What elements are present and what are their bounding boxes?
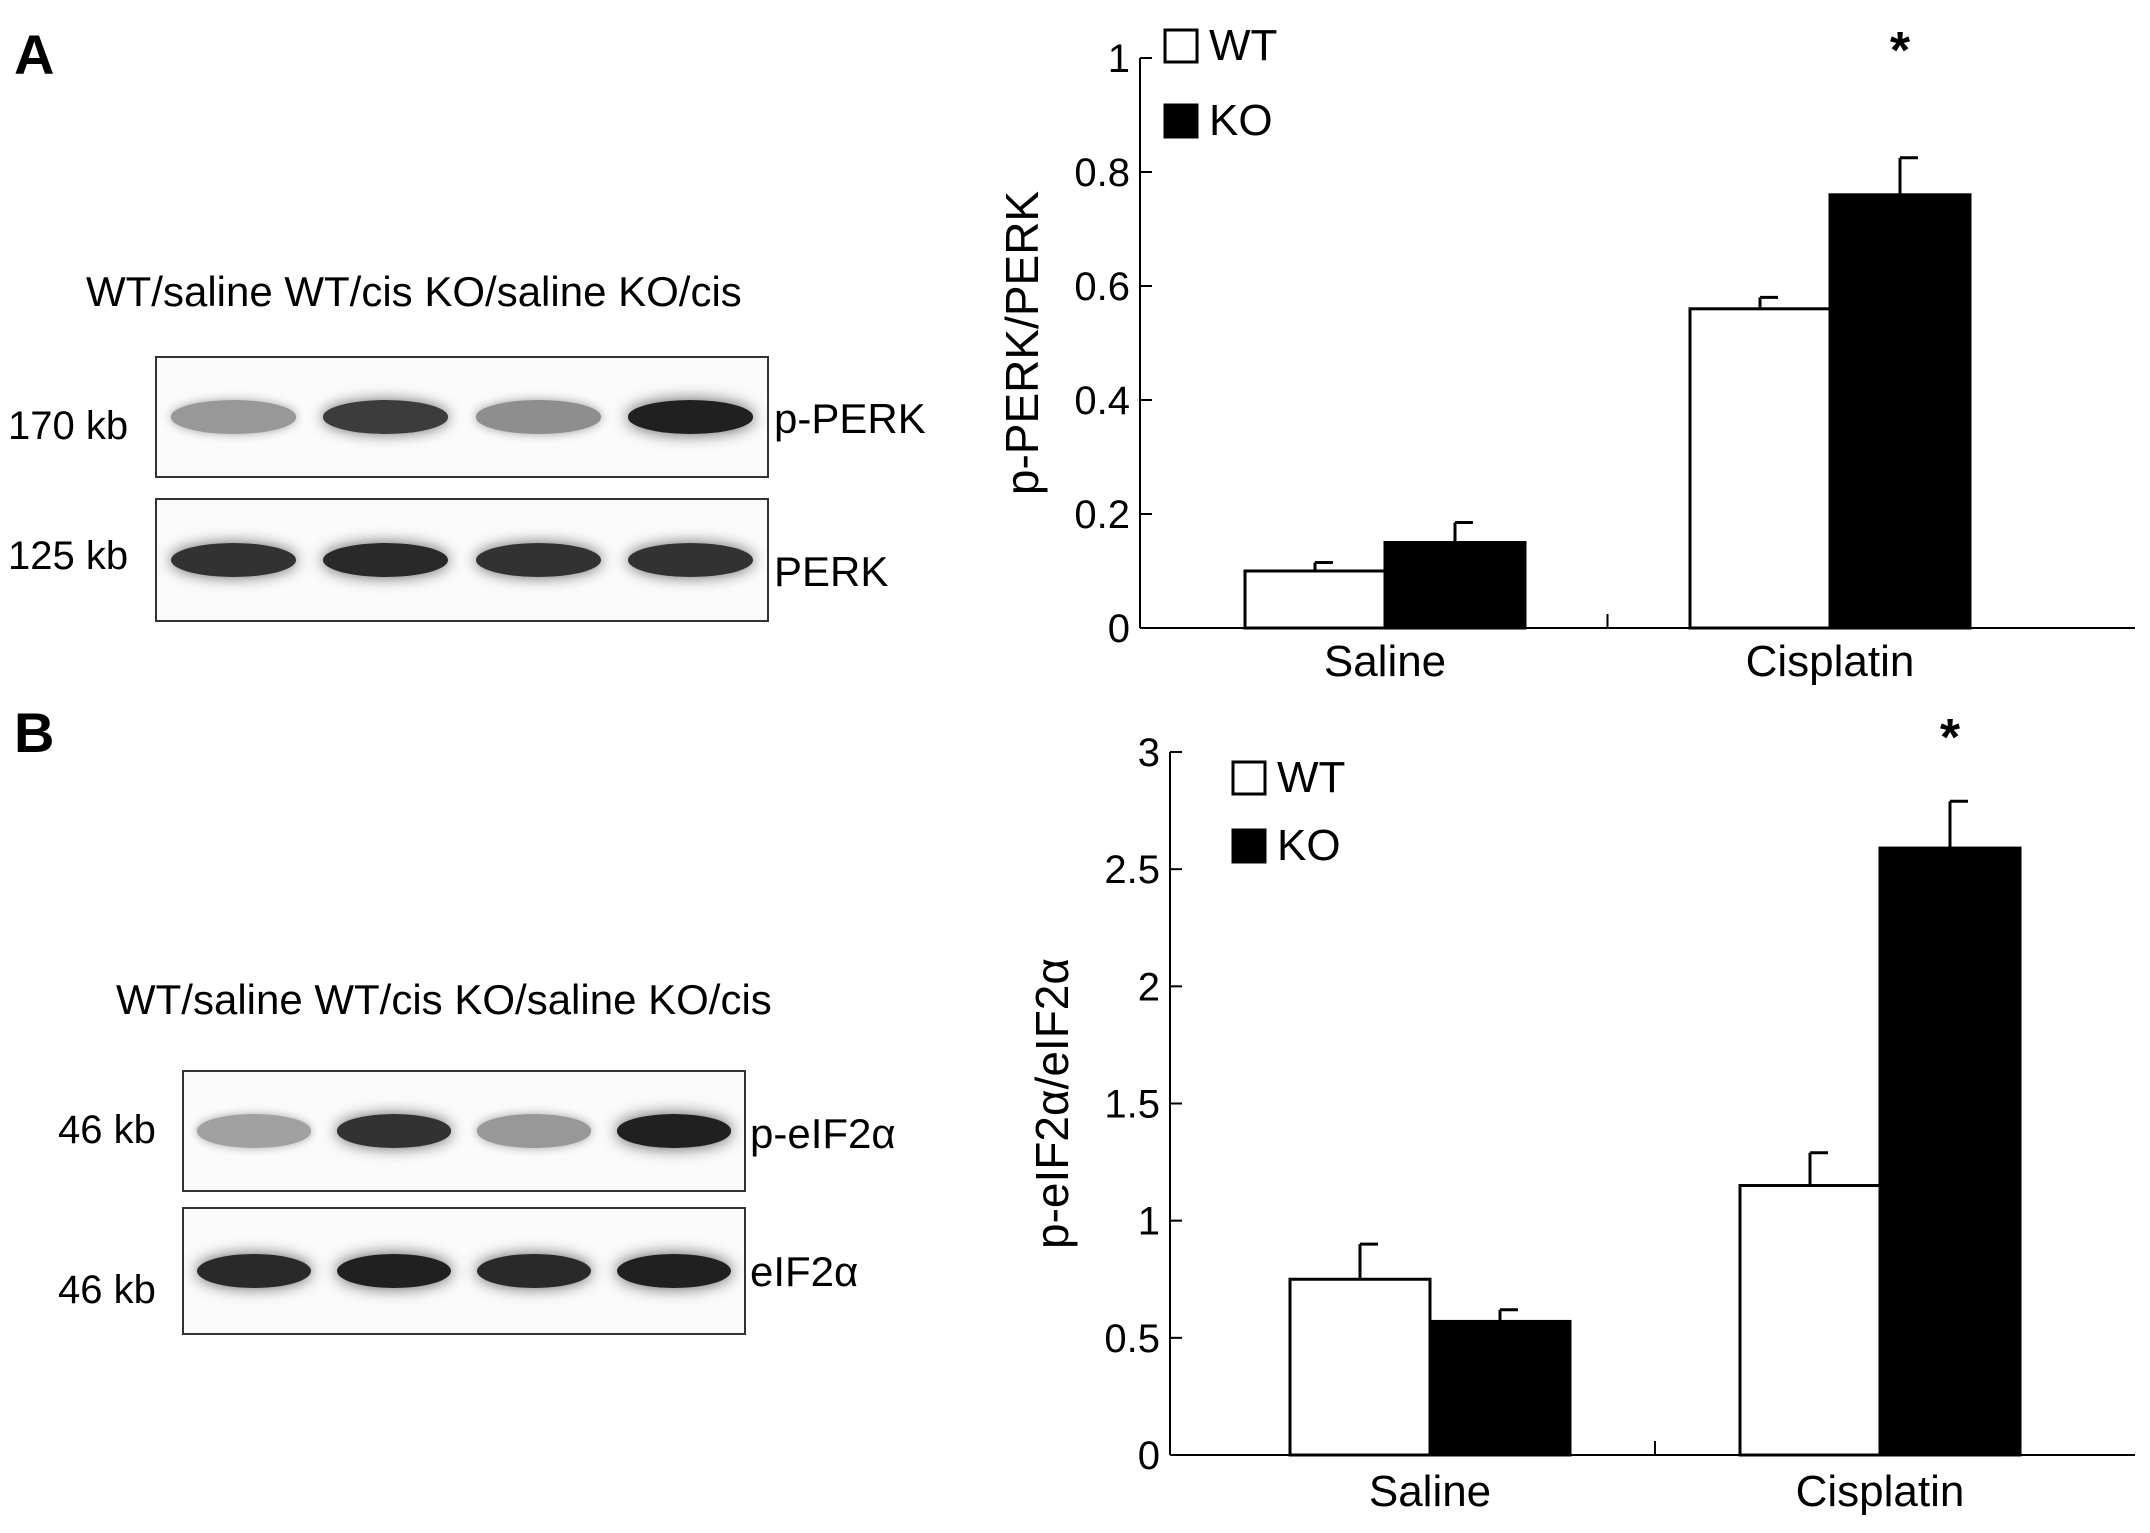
- blot-a-lane-header: WT/saline WT/cis KO/saline KO/cis: [86, 268, 742, 315]
- chart-a-ytick-label-1: 0.2: [1074, 493, 1130, 537]
- chart-b-bar-ko-cisplatin: [1878, 846, 2022, 1457]
- blot-b-mw-row-1: 46 kb: [58, 1108, 156, 1152]
- blot-b-eif2a: [182, 1207, 746, 1335]
- chart-b-ytick-label-5: 2.5: [1104, 848, 1160, 892]
- blot-a-perk-band-3: [475, 543, 601, 577]
- blot-b-p-eif2a-band-1: [196, 1114, 312, 1148]
- blot-b-mw-row-2: 46 kb: [58, 1268, 156, 1312]
- chart-b-ylabel: p-eIF2α/eIF2α: [1026, 958, 1078, 1249]
- chart-a-category-label-saline: Saline: [1324, 637, 1446, 686]
- chart-a: 0 0.2 0.4 0.6 0.8 1 p-PERK/PERK Saline Cisplatin…: [996, 21, 2135, 686]
- blot-b-eif2a-band-4: [616, 1253, 732, 1289]
- chart-a-ylabel: p-PERK/PERK: [996, 191, 1048, 496]
- blot-a-mw-row-2: 125 kb: [8, 534, 129, 578]
- chart-b-ytick-label-2: 1: [1138, 1200, 1160, 1244]
- blot-b-protein-row-1: p-eIF2α: [750, 1110, 896, 1157]
- chart-b-bar-ko-saline: [1428, 1319, 1572, 1457]
- chart-b-legend-swatch-ko: [1231, 828, 1267, 864]
- chart-b-category-label-saline: Saline: [1369, 1467, 1491, 1516]
- chart-a-bar-ko-saline: [1383, 541, 1527, 630]
- blot-a-mw-row-1: 170 kb: [8, 404, 129, 448]
- chart-a-ytick-label-5: 1: [1108, 37, 1130, 81]
- chart-a-ytick-label-4: 0.8: [1074, 151, 1130, 195]
- chart-b-legend-label-ko: KO: [1277, 821, 1341, 870]
- chart-a-legend-label-wt: WT: [1209, 21, 1277, 70]
- chart-a-category-label-cisplatin: Cisplatin: [1746, 637, 1915, 686]
- blot-a-p-perk-band-3: [475, 400, 601, 434]
- chart-a-bar-ko-cisplatin: [1828, 193, 1972, 630]
- chart-b-ytick-label-3: 1.5: [1104, 1083, 1160, 1127]
- chart-b-ytick-label-6: 3: [1138, 731, 1160, 775]
- chart-b-category-label-cisplatin: Cisplatin: [1796, 1467, 1965, 1516]
- blot-a-p-perk-band-4: [628, 400, 754, 434]
- blot-a-perk-band-2: [323, 543, 449, 577]
- panel-label-b: B: [14, 701, 55, 764]
- blot-a-perk: [155, 498, 769, 622]
- chart-a-legend-swatch-wt: [1163, 28, 1199, 64]
- chart-b-ytick-label-4: 2: [1138, 965, 1160, 1009]
- chart-a-ytick-label-0: 0: [1108, 607, 1130, 651]
- blot-a-perk-band-4: [628, 543, 754, 577]
- blot-a-protein-row-1: p-PERK: [774, 395, 926, 442]
- chart-a-significance-star: *: [1890, 22, 1911, 80]
- chart-a-ytick-label-2: 0.4: [1074, 379, 1130, 423]
- chart-b: 0 0.5 1 1.5 2 2.5 3 p-eIF2α/eIF2α Saline Cisplati…: [1026, 709, 2135, 1516]
- blot-b-lane-header: WT/saline WT/cis KO/saline KO/cis: [116, 976, 772, 1023]
- chart-b-legend-swatch-wt: [1231, 760, 1267, 796]
- blot-b-eif2a-band-1: [196, 1253, 312, 1289]
- panel-label-a: A: [14, 23, 55, 86]
- chart-a-ytick-label-3: 0.6: [1074, 265, 1130, 309]
- blot-b-protein-row-2: eIF2α: [750, 1248, 859, 1295]
- blot-b-p-eif2a: [182, 1070, 746, 1192]
- chart-b-legend-label-wt: WT: [1277, 753, 1345, 802]
- blot-b-p-eif2a-band-3: [476, 1114, 592, 1148]
- chart-b-ytick-label-1: 0.5: [1104, 1317, 1160, 1361]
- blot-a-perk-band-1: [170, 543, 296, 577]
- chart-a-legend-label-ko: KO: [1209, 96, 1273, 145]
- chart-b-ytick-label-0: 0: [1138, 1434, 1160, 1478]
- chart-a-bar-wt-cisplatin: [1688, 307, 1832, 630]
- chart-a-bar-wt-saline: [1243, 569, 1387, 630]
- blot-b-eif2a-band-3: [476, 1253, 592, 1289]
- blot-a-p-perk-band-2: [323, 400, 449, 434]
- blot-b-eif2a-band-2: [336, 1253, 452, 1289]
- blot-b-p-eif2a-band-2: [336, 1114, 452, 1148]
- blot-a-p-perk: [155, 356, 769, 478]
- chart-b-bar-wt-cisplatin: [1738, 1184, 1882, 1457]
- chart-b-bar-wt-saline: [1288, 1277, 1432, 1457]
- blot-a-p-perk-band-1: [170, 400, 296, 434]
- chart-a-legend-swatch-ko: [1163, 103, 1199, 139]
- blot-b-p-eif2a-band-4: [616, 1114, 732, 1148]
- blot-a-protein-row-2: PERK: [774, 548, 889, 595]
- chart-b-significance-star: *: [1940, 709, 1961, 767]
